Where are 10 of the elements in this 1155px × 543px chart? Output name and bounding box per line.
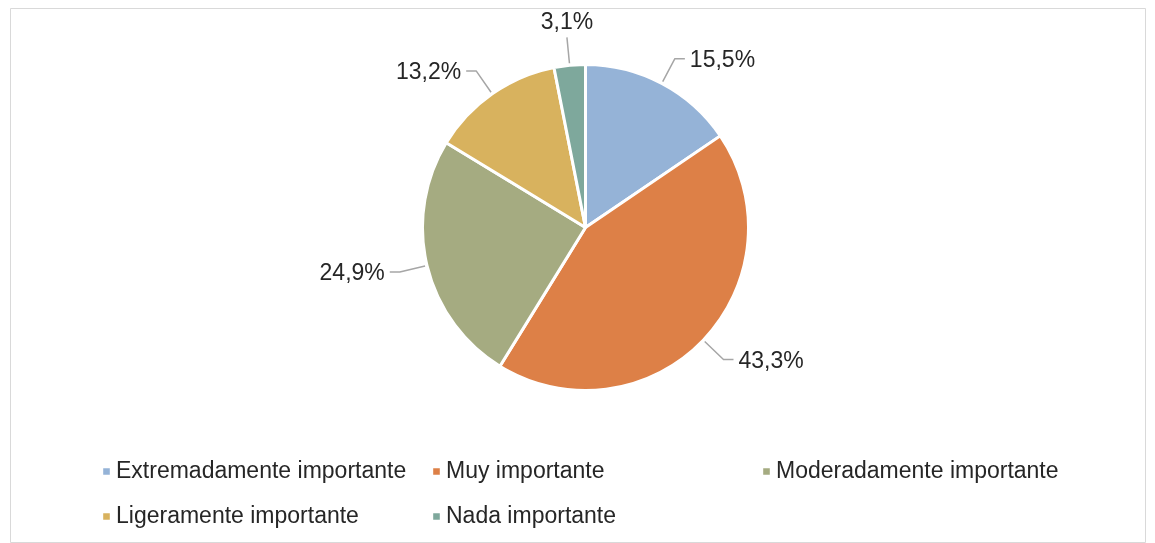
legend-label: Muy importante bbox=[446, 457, 606, 484]
legend-label: Nada importante bbox=[446, 502, 618, 529]
data-label: 13,2% bbox=[395, 57, 462, 84]
data-label: 43,3% bbox=[738, 346, 804, 373]
data-label: 15,5% bbox=[689, 45, 756, 72]
legend-label: Ligeramente importante bbox=[116, 502, 360, 529]
legend-label: Extremadamente importante bbox=[116, 457, 408, 484]
legend-label: Moderadamente importante bbox=[776, 457, 1060, 484]
data-label: 24,9% bbox=[319, 259, 385, 286]
data-label: 3,1% bbox=[540, 8, 594, 35]
